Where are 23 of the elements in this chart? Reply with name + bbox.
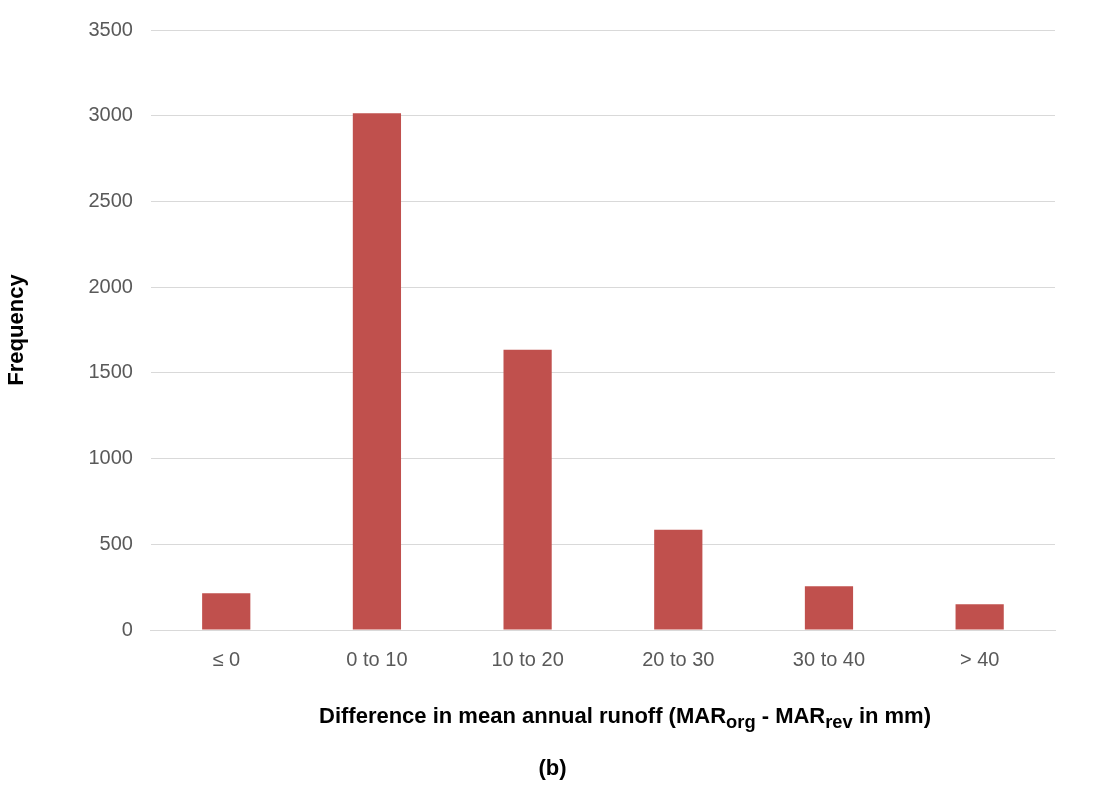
x-tick-label: > 40 bbox=[959, 647, 1000, 670]
y-tick-label: 3500 bbox=[88, 17, 133, 40]
y-tick-label: 1000 bbox=[88, 446, 133, 469]
bar bbox=[955, 604, 1004, 630]
bar bbox=[202, 593, 251, 630]
x-axis-title: Difference in mean annual runoff (MAR$_{org}$ - MAR$_{rev}$ in mm) bbox=[318, 703, 932, 734]
x-tick-label: 10 to 20 bbox=[491, 647, 564, 670]
x-tick-label: 0 to 10 bbox=[346, 647, 408, 670]
y-axis-title: Frequency bbox=[3, 273, 29, 386]
y-tick-label: 2500 bbox=[88, 188, 133, 211]
text: (b) bbox=[537, 755, 568, 781]
bar bbox=[804, 586, 854, 630]
y-tick-label: 2000 bbox=[88, 274, 133, 297]
bar bbox=[654, 529, 703, 630]
y-tick-label: 1500 bbox=[88, 360, 133, 383]
x-tick-label: 30 to 40 bbox=[792, 647, 866, 670]
y-tick-label: 0 bbox=[121, 617, 133, 640]
bar bbox=[503, 349, 552, 630]
x-tick-label: ≤ 0 bbox=[212, 647, 241, 670]
y-tick-label: 3000 bbox=[88, 103, 133, 126]
bar bbox=[352, 113, 402, 630]
x-tick-label: 20 to 30 bbox=[642, 647, 715, 670]
y-tick-label: 500 bbox=[99, 531, 133, 554]
